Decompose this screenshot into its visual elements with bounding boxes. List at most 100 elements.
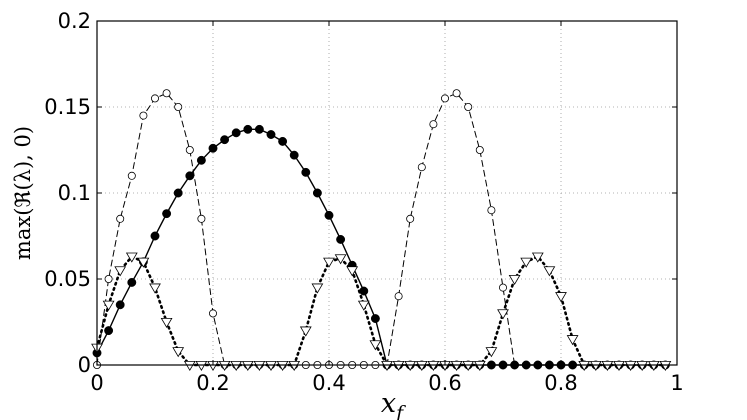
y-tick-label: 0.15 <box>44 95 91 119</box>
data-point <box>173 188 183 198</box>
data-point <box>487 206 496 215</box>
data-point <box>520 257 533 268</box>
data-point <box>150 94 159 103</box>
data-point <box>195 360 208 371</box>
data-point <box>334 254 347 265</box>
data-point <box>230 360 243 371</box>
y-tick-label: 0.1 <box>58 181 91 205</box>
data-point <box>636 360 649 371</box>
data-point <box>555 292 567 303</box>
data-point <box>323 257 335 268</box>
data-point <box>266 130 276 139</box>
data-point <box>415 360 428 371</box>
data-point <box>116 214 125 223</box>
data-point <box>149 283 161 294</box>
data-point <box>498 283 507 292</box>
data-point <box>359 286 369 296</box>
data-point <box>243 124 253 134</box>
data-point <box>104 274 113 283</box>
data-point <box>543 266 556 277</box>
data-point <box>218 360 231 371</box>
data-point <box>253 360 266 371</box>
data-point <box>485 347 498 358</box>
data-point <box>429 120 438 129</box>
data-point <box>301 167 311 177</box>
data-point <box>452 89 461 98</box>
data-point <box>288 360 301 371</box>
data-point <box>404 360 417 371</box>
data-point <box>208 309 217 318</box>
data-point <box>162 89 171 98</box>
data-point <box>464 103 473 112</box>
series-2 <box>92 124 670 370</box>
data-point <box>127 277 137 287</box>
data-point <box>312 188 322 198</box>
data-point <box>137 257 150 268</box>
data-point <box>241 360 254 371</box>
data-point <box>278 136 288 146</box>
tick-layer: 0 0.2 0.4 0.6 0.8 1 0 0.05 0.1 0.15 0.2 <box>44 9 683 395</box>
data-point <box>185 171 195 181</box>
data-point <box>589 360 602 371</box>
y-tick-label: 0.05 <box>44 267 91 291</box>
data-point <box>440 94 449 103</box>
series-1 <box>93 89 670 369</box>
data-point <box>531 252 544 263</box>
data-point <box>659 360 672 371</box>
data-point <box>324 210 334 220</box>
data-point <box>624 360 637 371</box>
series-1-line <box>96 92 666 366</box>
x-tick-label: 1 <box>670 371 683 395</box>
data-point <box>336 234 346 244</box>
data-point <box>508 274 521 285</box>
data-point <box>160 317 173 328</box>
data-point <box>578 360 591 371</box>
data-point <box>369 340 382 351</box>
x-tick-label: 0.4 <box>312 371 345 395</box>
data-point <box>197 214 206 223</box>
x-axis-title: xf <box>381 388 406 420</box>
data-point <box>566 335 579 346</box>
data-point <box>174 103 183 112</box>
data-point <box>139 111 148 120</box>
data-point <box>450 360 463 371</box>
data-point <box>392 360 405 371</box>
data-point <box>265 360 277 371</box>
data-point <box>115 300 125 310</box>
grid-layer <box>97 21 677 365</box>
data-point <box>427 360 440 371</box>
y-axis-title: max(ℜ(λ), 0) <box>11 126 35 260</box>
data-point <box>220 135 230 145</box>
data-point <box>601 360 614 371</box>
data-point <box>102 300 115 311</box>
series-3 <box>91 252 672 371</box>
series-layer <box>91 89 672 371</box>
data-point <box>104 326 114 336</box>
x-tick-label: 0.2 <box>196 371 229 395</box>
data-point <box>162 209 172 219</box>
series-2-line <box>96 128 667 366</box>
data-point <box>370 314 380 324</box>
data-point <box>311 283 324 294</box>
data-point <box>127 171 136 180</box>
y-tick-label: 0 <box>78 353 91 377</box>
data-point <box>183 360 196 371</box>
data-point <box>475 145 484 154</box>
data-point <box>196 155 206 165</box>
data-point <box>231 128 241 138</box>
data-point <box>613 360 625 371</box>
data-point <box>417 163 426 172</box>
x-tick-label: 0.6 <box>428 371 461 395</box>
data-point <box>381 360 393 371</box>
data-point <box>172 347 185 358</box>
data-point <box>357 300 370 311</box>
x-tick-label: 0 <box>90 371 103 395</box>
data-point <box>150 231 160 241</box>
data-point <box>254 124 264 134</box>
y-tick-label: 0.2 <box>58 9 91 33</box>
data-point <box>125 252 138 263</box>
data-point <box>346 266 359 277</box>
x-tick-label: 0.8 <box>544 371 577 395</box>
data-point <box>394 292 403 301</box>
